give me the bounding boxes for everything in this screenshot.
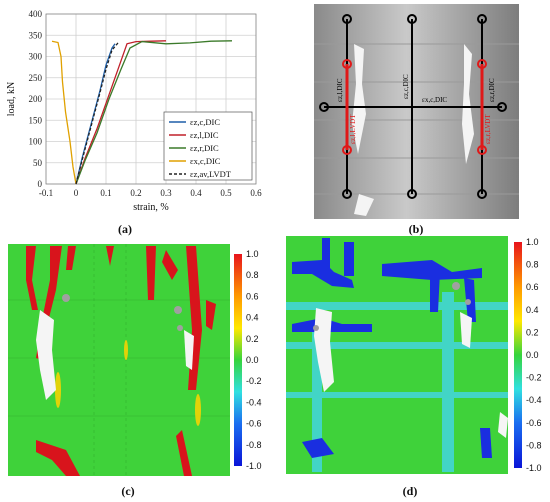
y-axis-label: load, kN <box>6 82 17 116</box>
colorbar-tick-label: 0.0 <box>246 355 259 365</box>
y-tick-label: 200 <box>29 94 43 104</box>
x-tick-label: 0.4 <box>190 188 202 198</box>
x-tick-label: 0.3 <box>160 188 172 198</box>
colorbar-d <box>514 242 522 468</box>
wall-photo-background <box>314 4 519 219</box>
colorbar-tick-label: 0.2 <box>526 327 539 337</box>
cyan-strain-zones <box>286 292 508 472</box>
y-tick-label: 250 <box>29 73 43 83</box>
colorbar-d-ticks: 1.0 0.8 0.6 0.4 0.2 0.0 -0.2 -0.4 -0.6 -0.8 -1.0 <box>526 237 542 473</box>
colorbar-tick-label: 0.6 <box>246 291 259 301</box>
label-ez-l-lvdt: εz,l,LVDT <box>349 114 357 144</box>
colorbar-tick-label: 0.4 <box>246 313 259 323</box>
y-tick-label: 400 <box>29 9 43 19</box>
x-tick-label: 0.6 <box>250 188 262 198</box>
panel-c-strain-map: 1.0 0.8 0.6 0.4 0.2 0.0 -0.2 -0.4 -0.6 -0.8 -1.0 <box>6 240 276 480</box>
specimen-photo: εz,l,DIC εz,c,DIC εx,c,DIC εz,r,DIC εz,l… <box>314 4 519 219</box>
series-line <box>75 40 233 185</box>
crack-zones <box>352 44 474 216</box>
colorbar-tick-label: 0.8 <box>526 260 539 270</box>
plot-frame <box>45 13 257 185</box>
label-ez-c-dic: εz,c,DIC <box>402 74 410 99</box>
legend-entry: εz,r,DIC <box>190 143 219 153</box>
y-tick-label: 50 <box>33 158 43 168</box>
label-ez-r-lvdt: εz,r,LVDT <box>484 114 492 144</box>
grey-points <box>62 294 183 331</box>
red-crack-bands <box>26 246 216 476</box>
colorbar-tick-label: -0.4 <box>246 397 262 407</box>
strain-field-c: 1.0 0.8 0.6 0.4 0.2 0.0 -0.2 -0.4 -0.6 -0.8 -1.0 <box>8 244 262 476</box>
y-tick-label: 350 <box>29 30 43 40</box>
colorbar-tick-label: 0.0 <box>526 350 539 360</box>
caption-a: (a) <box>118 222 132 236</box>
legend-box <box>163 111 253 181</box>
panel-d-strain-map: 1.0 0.8 0.6 0.4 0.2 0.0 -0.2 -0.4 -0.6 -0.8 -1.0 <box>282 232 550 482</box>
lvdt-markers <box>342 59 487 155</box>
y-tick-label: 150 <box>29 115 43 125</box>
colorbar-c <box>234 254 242 466</box>
y-tick-label: 100 <box>29 137 43 147</box>
colorbar-tick-label: -0.2 <box>526 373 542 383</box>
y-tick-label: 300 <box>29 52 43 62</box>
colorbar-tick-label: 1.0 <box>246 249 259 259</box>
colorbar-tick-label: -0.8 <box>246 440 262 450</box>
x-tick-label: 0.5 <box>220 188 232 198</box>
x-tick-label: 0 <box>74 188 79 198</box>
y-tick-label: 0 <box>38 179 43 189</box>
label-ez-r-dic: εz,r,DIC <box>488 78 496 102</box>
colorbar-tick-label: -0.2 <box>246 376 262 386</box>
colorbar-tick-label: -1.0 <box>526 463 542 473</box>
colorbar-tick-label: 0.4 <box>526 305 539 315</box>
strain-field-d: 1.0 0.8 0.6 0.4 0.2 0.0 -0.2 -0.4 -0.6 -0.8 -1.0 <box>286 236 542 474</box>
x-tick-label: -0.1 <box>39 188 53 198</box>
label-ex-c-dic: εx,c,DIC <box>422 96 447 104</box>
colorbar-tick-label: 1.0 <box>526 237 539 247</box>
caption-c: (c) <box>121 484 135 498</box>
legend-entry: εz,av,LVDT <box>190 169 232 179</box>
colorbar-tick-label: 0.8 <box>246 270 259 280</box>
missing-data-zones <box>314 308 508 438</box>
missing-data-zones <box>36 310 194 400</box>
panel-a-chart: 0 50 100 150 200 250 300 350 400 -0.1 0 0.1 0.2 0.3 0.… <box>0 0 270 220</box>
label-ez-l-dic: εz,l,DIC <box>336 78 344 102</box>
colorbar-tick-label: -0.6 <box>526 418 542 428</box>
lvdt-lines <box>345 64 484 150</box>
x-tick-label: 0.2 <box>130 188 141 198</box>
blue-crack-bands <box>292 238 492 458</box>
colorbar-tick-label: -0.4 <box>526 395 542 405</box>
caption-b: (b) <box>408 222 424 236</box>
x-axis-label: strain, % <box>133 202 169 213</box>
panel-b-photo: εz,l,DIC εz,c,DIC εx,c,DIC εz,r,DIC εz,l… <box>314 4 519 219</box>
colorbar-c-ticks: 1.0 0.8 0.6 0.4 0.2 0.0 -0.2 -0.4 -0.6 -0.8 -1.0 <box>246 249 262 471</box>
yellow-strain-zones <box>55 340 201 426</box>
caption-d: (d) <box>402 484 418 498</box>
legend-entry: εz,l,DIC <box>190 130 219 140</box>
legend-entry: εz,c,DIC <box>190 117 220 127</box>
x-tick-label: 0.1 <box>100 188 111 198</box>
colorbar-tick-label: -0.8 <box>526 440 542 450</box>
series-line <box>51 40 77 185</box>
colorbar-tick-label: 0.2 <box>246 334 259 344</box>
colorbar-tick-label: -1.0 <box>246 461 262 471</box>
legend-entry: εx,c,DIC <box>190 156 221 166</box>
colorbar-tick-label: 0.6 <box>526 282 539 292</box>
gauge-markers <box>319 14 507 199</box>
colorbar-tick-label: -0.6 <box>246 419 262 429</box>
grey-points <box>313 282 471 331</box>
